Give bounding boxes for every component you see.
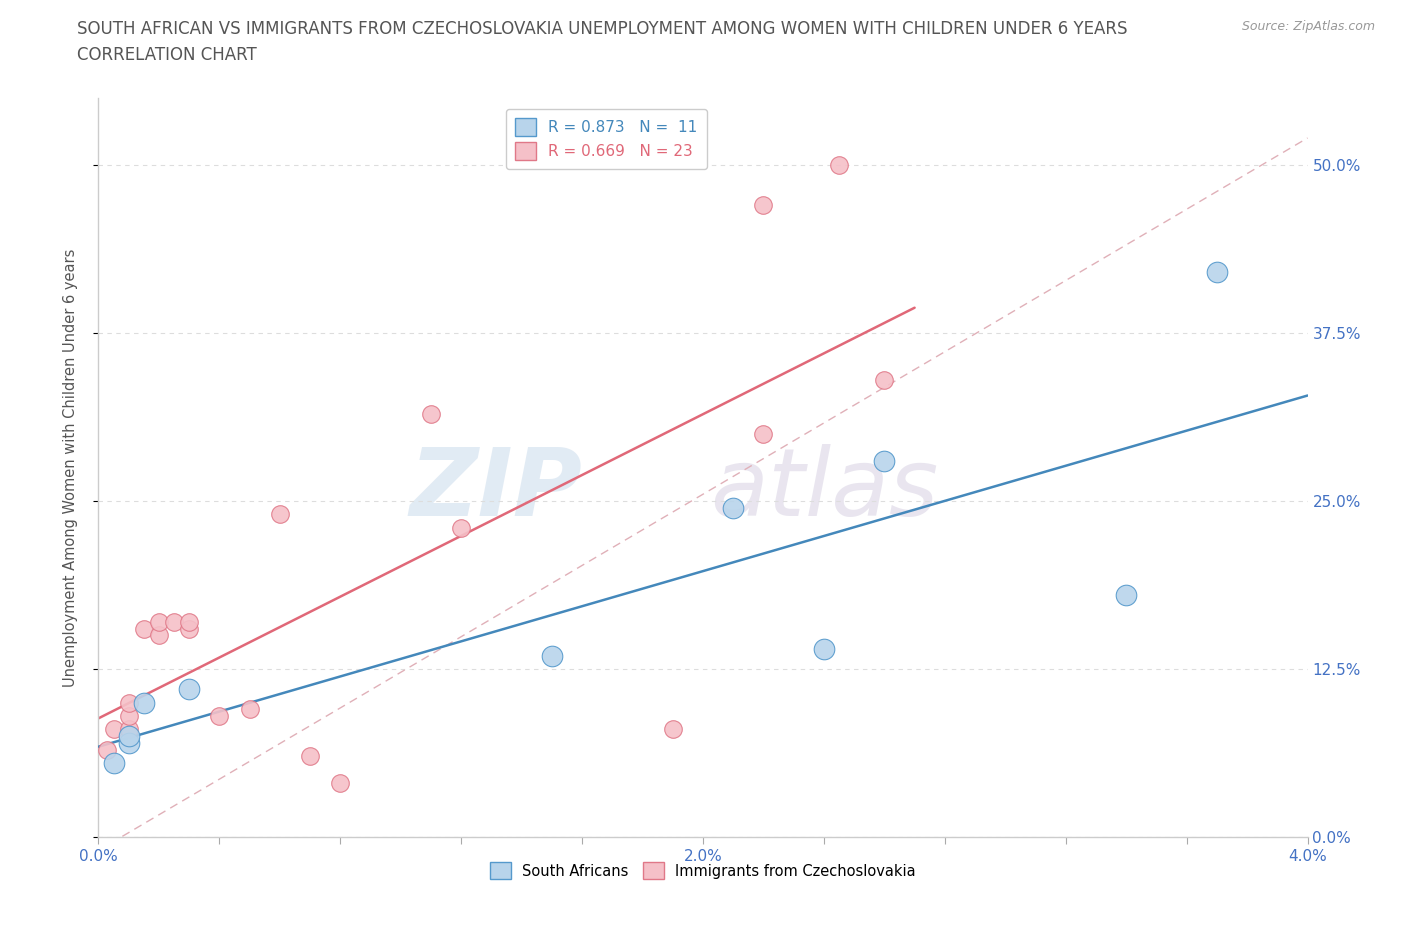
Point xyxy=(1115,588,1137,603)
Point xyxy=(103,755,125,770)
Point xyxy=(450,521,472,536)
Point xyxy=(1206,265,1229,280)
Point xyxy=(723,500,745,515)
Point xyxy=(828,157,851,172)
Point xyxy=(873,373,896,388)
Point xyxy=(179,615,201,630)
Text: SOUTH AFRICAN VS IMMIGRANTS FROM CZECHOSLOVAKIA UNEMPLOYMENT AMONG WOMEN WITH CH: SOUTH AFRICAN VS IMMIGRANTS FROM CZECHOS… xyxy=(77,20,1128,38)
Point xyxy=(132,621,155,636)
Point xyxy=(118,729,141,744)
Point xyxy=(103,722,125,737)
Text: CORRELATION CHART: CORRELATION CHART xyxy=(77,46,257,64)
Text: atlas: atlas xyxy=(710,444,938,535)
Text: ZIP: ZIP xyxy=(409,444,582,536)
Point xyxy=(329,776,352,790)
Point xyxy=(148,615,170,630)
Point xyxy=(118,695,141,710)
Point xyxy=(661,722,683,737)
Point xyxy=(239,702,262,717)
Point xyxy=(752,198,775,213)
Point xyxy=(269,507,291,522)
Point xyxy=(813,642,835,657)
Text: Source: ZipAtlas.com: Source: ZipAtlas.com xyxy=(1241,20,1375,33)
Point xyxy=(752,426,775,441)
Point xyxy=(118,709,141,724)
Point xyxy=(148,628,170,643)
Point xyxy=(208,709,231,724)
Point xyxy=(179,621,201,636)
Point xyxy=(96,742,118,757)
Point xyxy=(118,736,141,751)
Point xyxy=(118,722,141,737)
Point xyxy=(420,406,443,421)
Legend: South Africans, Immigrants from Czechoslovakia: South Africans, Immigrants from Czechosl… xyxy=(484,857,922,885)
Point xyxy=(163,615,186,630)
Y-axis label: Unemployment Among Women with Children Under 6 years: Unemployment Among Women with Children U… xyxy=(63,248,77,686)
Point xyxy=(873,453,896,468)
Point xyxy=(179,682,201,697)
Point xyxy=(132,695,155,710)
Point xyxy=(299,749,322,764)
Point xyxy=(540,648,562,663)
